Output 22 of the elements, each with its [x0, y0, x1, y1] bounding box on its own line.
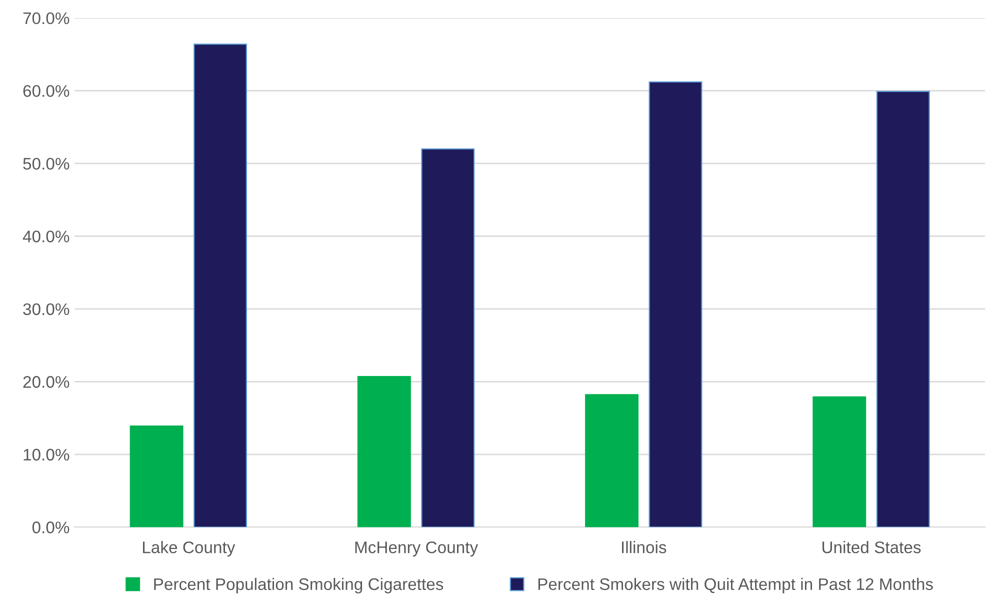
y-tick-label: 70.0%	[23, 12, 70, 24]
legend-label: Percent Population Smoking Cigarettes	[154, 578, 444, 594]
bar	[130, 425, 184, 528]
bar	[421, 148, 475, 528]
y-tick-label: 30.0%	[23, 303, 70, 316]
bar	[585, 394, 639, 528]
y-tick-label: 0.0%	[32, 522, 70, 534]
bar	[876, 90, 930, 528]
bar	[357, 376, 411, 528]
x-tick-label: Lake County	[143, 541, 236, 557]
x-tick-label: Illinois	[622, 541, 666, 554]
bar	[194, 44, 248, 528]
y-tick-label: 20.0%	[23, 376, 70, 388]
legend-label: Percent Smokers with Quit Attempt in Past 12 Months	[538, 578, 933, 594]
bar	[648, 81, 702, 528]
y-tick-label: 50.0%	[23, 158, 70, 170]
bar	[812, 396, 866, 528]
y-tick-label: 60.0%	[23, 85, 70, 97]
y-tick-label: 40.0%	[22, 230, 70, 242]
x-tick-label: McHenry County	[355, 541, 478, 557]
x-tick-label: United States	[822, 541, 921, 554]
y-tick-label: 10.0%	[24, 448, 70, 461]
